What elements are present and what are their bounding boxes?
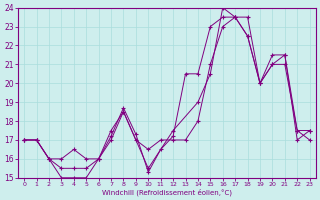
X-axis label: Windchill (Refroidissement éolien,°C): Windchill (Refroidissement éolien,°C) bbox=[102, 188, 232, 196]
